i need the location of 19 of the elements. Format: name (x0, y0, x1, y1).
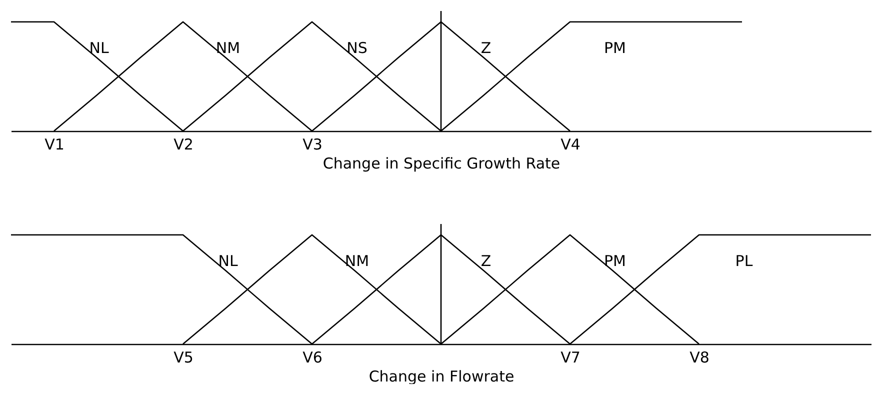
series-label: NL (218, 252, 238, 270)
x-tick-label: V8 (690, 348, 710, 366)
series-label: Z (480, 38, 492, 57)
x-tick-label: V6 (302, 348, 322, 366)
series-label: PL (735, 252, 754, 270)
x-axis-title: Change in Specific Growth Rate (322, 154, 560, 172)
series-label: PM (604, 252, 626, 270)
series-label: PM (604, 38, 626, 57)
series-label: NM (344, 252, 370, 270)
x-tick-label: V3 (302, 136, 322, 154)
x-tick-label: V7 (560, 348, 580, 366)
x-tick-label: V5 (174, 348, 194, 366)
series-label: Z (480, 252, 492, 270)
series-label: NM (216, 38, 240, 57)
x-tick-label: V2 (174, 136, 194, 154)
x-tick-label: V4 (560, 136, 580, 154)
series-label: NL (89, 38, 110, 57)
x-tick-label: V1 (44, 136, 64, 154)
series-label: NS (346, 38, 368, 57)
